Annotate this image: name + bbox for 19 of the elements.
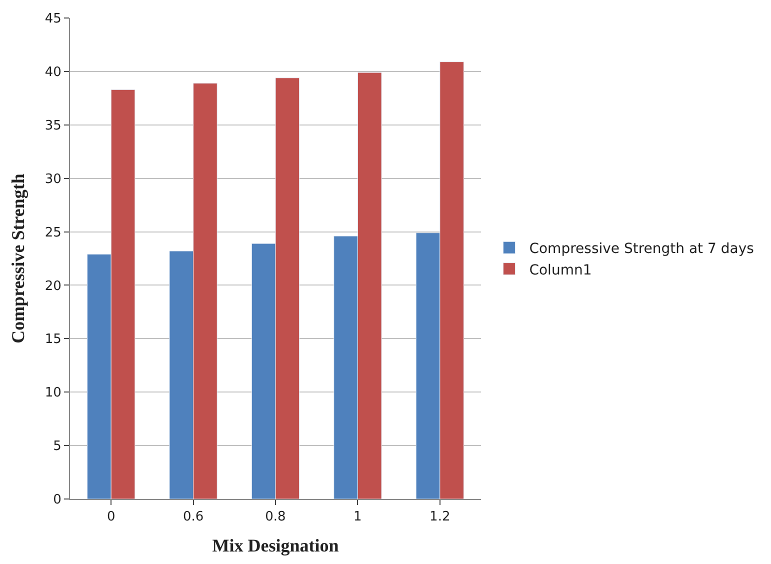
x-tick-label: 1.2 (430, 510, 450, 525)
x-axis-title: Mix Designation (212, 536, 339, 556)
y-tick-label: 5 (53, 439, 62, 454)
y-axis-title: Compressive Strength (8, 174, 28, 344)
y-tick-label: 25 (44, 225, 62, 240)
x-tick-label: 0 (106, 510, 116, 525)
x-tick-label: 0.6 (182, 510, 204, 525)
y-tick-label: 0 (53, 492, 62, 508)
x-tick-label: 0.8 (265, 510, 286, 525)
y-tick-label: 45 (44, 12, 62, 27)
y-tick-label: 35 (44, 118, 62, 134)
x-tick-label: 1 (354, 510, 362, 525)
y-tick-label: 30 (44, 172, 62, 187)
legend-label: Compressive Strength at 7 days (529, 241, 754, 258)
y-tick-label: 10 (44, 386, 62, 401)
y-tick-label: 15 (44, 332, 62, 348)
y-tick-label: 20 (44, 278, 62, 294)
y-tick-label: 40 (44, 64, 62, 80)
legend-label: Column1 (529, 262, 592, 278)
